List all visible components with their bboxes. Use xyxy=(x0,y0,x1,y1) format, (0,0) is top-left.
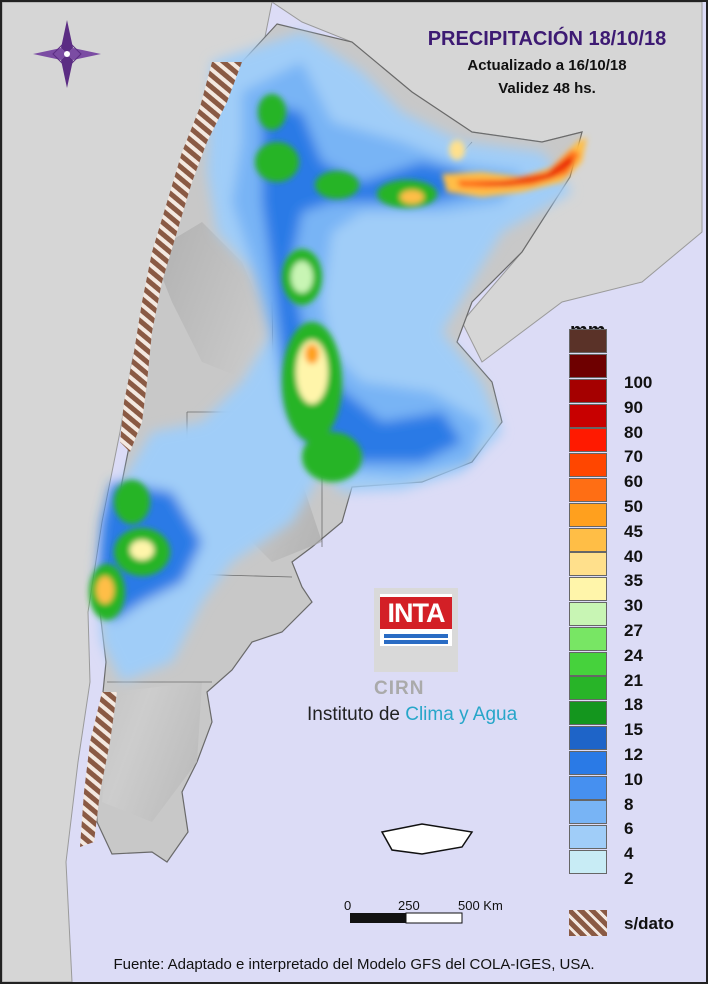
legend-label: 18 xyxy=(624,695,643,715)
no-data-label: s/dato xyxy=(624,914,675,933)
legend-swatch xyxy=(569,602,607,626)
compass-rose-icon xyxy=(33,20,101,88)
legend-swatch xyxy=(569,354,607,378)
legend-label: 8 xyxy=(624,794,634,814)
legend-label: 4 xyxy=(624,844,634,864)
institute-name: Instituto de Clima y Agua xyxy=(307,704,518,725)
legend-swatch xyxy=(569,403,607,428)
legend-swatch xyxy=(569,750,607,775)
legend-swatch xyxy=(569,701,607,726)
legend-label: 12 xyxy=(624,745,643,764)
legend-label: 24 xyxy=(624,645,643,665)
legend-swatch xyxy=(569,453,607,478)
misiones-core xyxy=(442,137,587,197)
legend-swatch xyxy=(569,626,607,651)
inta-brand: INTA xyxy=(380,597,452,629)
footer-source: Fuente: Adaptado e interpretado del Mode… xyxy=(113,956,595,973)
legend-swatch-top xyxy=(569,329,607,354)
legend-swatch xyxy=(569,478,607,502)
scale-bar xyxy=(350,912,463,924)
legend-label: 50 xyxy=(624,497,643,516)
legend-swatch xyxy=(569,775,607,800)
legend-swatch xyxy=(569,378,607,403)
legend-label: 15 xyxy=(624,720,643,740)
legend-label: 2 xyxy=(624,869,634,888)
legend-swatch xyxy=(569,577,607,602)
no-data-andes xyxy=(120,62,242,452)
legend-swatch xyxy=(569,552,607,577)
legend-swatch xyxy=(569,825,607,850)
cirn-label: CIRN xyxy=(374,678,425,699)
legend-label: 100 xyxy=(624,373,653,392)
legend-label: 70 xyxy=(624,447,643,467)
legend-label: 21 xyxy=(624,670,643,690)
updated-date: Actualizado a 16/10/18 xyxy=(467,57,627,74)
legend-label: 60 xyxy=(624,472,643,492)
legend-swatch xyxy=(569,651,607,676)
legend-swatch xyxy=(569,800,607,825)
legend-label: 35 xyxy=(624,571,643,591)
legend-label: 80 xyxy=(624,422,643,442)
precip-greens xyxy=(89,94,465,620)
legend-swatch xyxy=(569,527,607,552)
legend-swatch xyxy=(569,850,607,874)
legend-label: 40 xyxy=(624,546,643,566)
no-data-south xyxy=(80,692,117,847)
validity-text: Validez 48 hs. xyxy=(498,80,596,97)
scale-tick-250: 250 xyxy=(398,898,420,913)
legend-label: 30 xyxy=(624,596,643,616)
map-title: PRECIPITACIÓN 18/10/18 xyxy=(427,28,667,50)
legend-label: 90 xyxy=(624,397,643,417)
inta-logo: INTA xyxy=(374,588,458,672)
legend-swatch xyxy=(569,726,607,750)
legend-label: 27 xyxy=(624,621,643,640)
legend-swatch xyxy=(569,502,607,527)
legend-swatch xyxy=(569,428,607,453)
legend-label: 10 xyxy=(624,769,643,789)
scale-tick-500: 500 Km xyxy=(458,898,503,913)
scale-tick-0: 0 xyxy=(344,898,352,913)
islands xyxy=(380,823,474,855)
legend-label: 45 xyxy=(624,521,643,541)
legend-label: 6 xyxy=(624,819,634,839)
legend-swatch xyxy=(569,676,607,701)
no-data-swatch xyxy=(569,910,607,936)
